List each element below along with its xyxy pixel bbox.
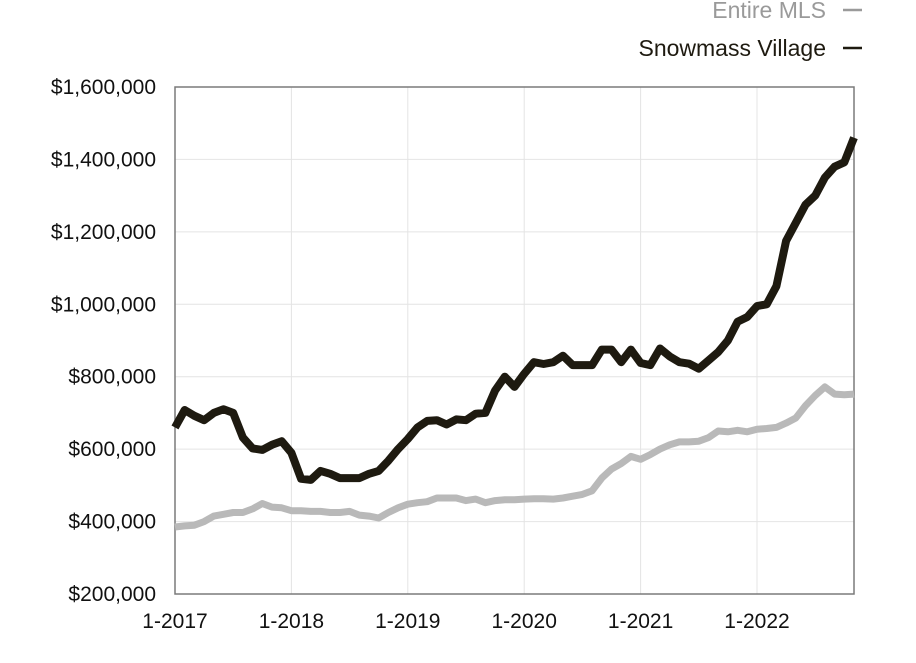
x-tick-label: 1-2018 — [259, 610, 324, 633]
y-axis-tick-labels: $1,600,000 $1,400,000 $1,200,000 $1,000,000… — [51, 76, 156, 606]
x-tick-label: 1-2022 — [724, 610, 789, 633]
y-tick-label: $1,200,000 — [51, 221, 156, 244]
plot-frame — [174, 86, 855, 595]
y-tick-label: $800,000 — [68, 366, 156, 389]
y-tick-label: $200,000 — [68, 583, 156, 606]
x-tick-label: 1-2021 — [608, 610, 673, 633]
x-tick-label: 1-2020 — [492, 610, 557, 633]
series-line-snowmass-village — [171, 136, 858, 484]
series-lines — [171, 136, 858, 531]
grid-lines — [174, 86, 854, 595]
series-line-entire-mls — [174, 383, 855, 531]
y-tick-label: $1,400,000 — [51, 148, 156, 171]
legend-label-entire-mls: Entire MLS — [712, 0, 826, 23]
y-tick-label: $1,600,000 — [51, 76, 156, 99]
y-tick-label: $1,000,000 — [51, 293, 156, 316]
x-axis-tick-labels: 1-2017 1-2018 1-2019 1-2020 1-2021 1-2022 — [142, 610, 789, 633]
x-tick-label: 1-2019 — [375, 610, 440, 633]
x-tick-label: 1-2017 — [142, 610, 207, 633]
y-tick-label: $600,000 — [68, 438, 156, 461]
legend-label-snowmass-village: Snowmass Village — [638, 35, 826, 61]
y-tick-label: $400,000 — [68, 511, 156, 534]
legend: Entire MLS Snowmass Village — [638, 0, 862, 61]
